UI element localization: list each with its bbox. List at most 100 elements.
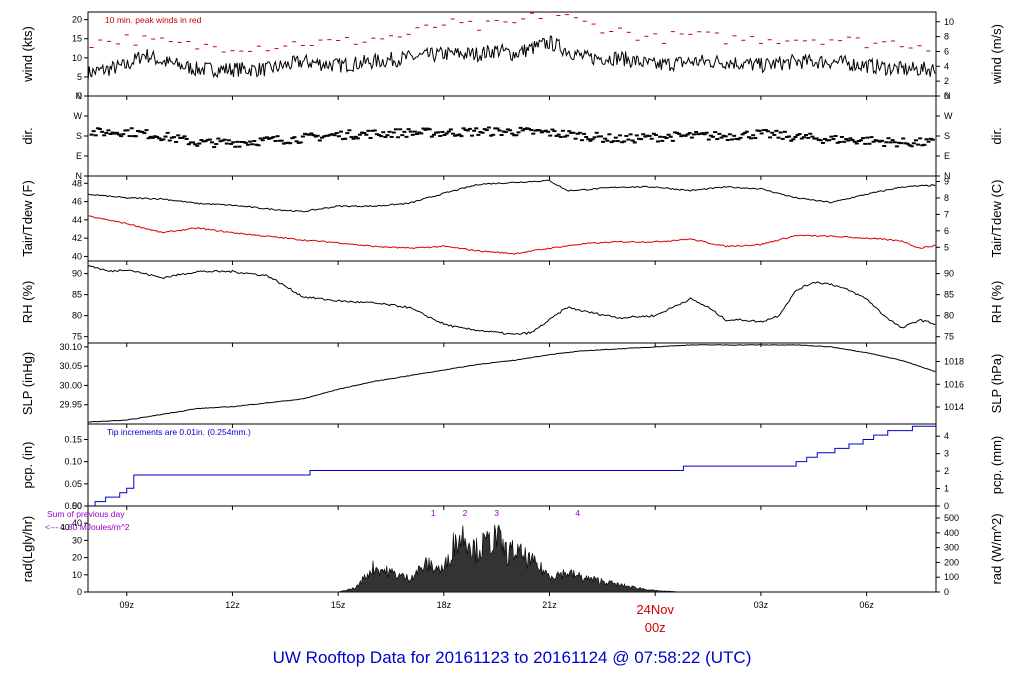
series-dir-0-point	[656, 140, 661, 143]
series-dir-0-point	[256, 144, 261, 147]
y2-tick-label: 500	[944, 513, 959, 523]
series-dir-0-point	[546, 130, 551, 133]
series-dir-0-point	[784, 136, 789, 139]
x-tick-label: 06z	[859, 600, 874, 610]
y-axis-label: wind (kts)	[20, 26, 35, 83]
series-dir-0-point	[873, 139, 878, 142]
series-dir-0-point	[448, 128, 453, 131]
series-dir-0-point	[776, 136, 781, 139]
series-dir-0-point	[402, 130, 407, 133]
series-dir-0-point	[169, 136, 174, 139]
series-dir-0-point	[180, 136, 185, 139]
series-dir-0-point	[157, 137, 162, 140]
series-dir-0-point	[123, 129, 128, 132]
series-dir-0-point	[628, 133, 633, 136]
series-dir-0-point	[176, 134, 181, 137]
series-dir-0-point	[681, 134, 686, 137]
series-dir-0-point	[231, 141, 236, 144]
series-dir-0-point	[672, 131, 677, 134]
series-dir-0-point	[351, 137, 356, 140]
series-dir-0-point	[161, 138, 166, 141]
y2-axis-label: rad (W/m^2)	[989, 513, 1004, 584]
series-dir-0-point	[713, 131, 718, 134]
series-dir-0-point	[890, 139, 895, 142]
series-dir-0-point	[620, 141, 625, 144]
y2-axis-label: pcp. (mm)	[989, 436, 1004, 495]
series-dir-0-point	[899, 142, 904, 145]
y2-axis-label: wind (m/s)	[989, 24, 1004, 85]
series-dir-0-point	[326, 134, 331, 137]
y2-axis-label: RH (%)	[989, 281, 1004, 324]
y-tick-label: N	[76, 171, 83, 181]
series-dir-0-point	[114, 131, 119, 134]
series-dir-0-point	[763, 129, 768, 132]
series-dir-0-point	[136, 129, 141, 132]
series-dir-0-point	[129, 127, 134, 130]
series-dir-0-point	[370, 129, 375, 132]
y-axis-label: RH (%)	[20, 281, 35, 324]
series-dir-0-point	[93, 134, 98, 137]
plot-frame	[87, 95, 937, 177]
series-dir-0-point	[596, 135, 601, 138]
series-dir-0-point	[835, 141, 840, 144]
series-dir-0-point	[436, 131, 441, 134]
series-dir-0-point	[260, 139, 265, 142]
y-tick-label: 10	[72, 53, 82, 63]
series-dir-0-point	[598, 135, 603, 138]
series-dir-0-point	[611, 140, 616, 143]
series-dir-0-point	[666, 133, 671, 136]
series-dir-0-point	[313, 135, 318, 138]
series-dir-0-point	[150, 136, 155, 139]
series-dir-0-point	[391, 131, 396, 134]
series-dir-0-point	[795, 134, 800, 137]
series-dir-0-point	[275, 135, 280, 138]
series-dir-0-point	[476, 133, 481, 136]
series-dir-0-point	[178, 136, 183, 139]
series-dir-0-point	[820, 141, 825, 144]
series-dir-0-point	[660, 139, 665, 142]
series-dir-0-point	[197, 142, 202, 145]
series-dir-0-point	[867, 142, 872, 145]
series-dir-0-point	[926, 140, 931, 143]
series-dir-0-point	[529, 128, 534, 131]
series-dir-0-point	[730, 138, 735, 141]
series-dir-0-point	[696, 133, 701, 136]
series-dir-0-point	[634, 134, 639, 137]
series-dir-0-point	[440, 130, 445, 133]
series-dir-0-point	[205, 138, 210, 141]
series-dir-0-point	[626, 138, 631, 141]
series-dir-0-point	[884, 141, 889, 144]
annotation-text: Tip increments are 0.01in. (0.254mm.)	[107, 427, 251, 437]
series-dir-0-point	[491, 133, 496, 136]
series-dir-0-point	[336, 135, 341, 138]
series-dir-0-point	[322, 135, 327, 138]
series-dir-0-point	[765, 130, 770, 133]
series-dir-0-point	[404, 135, 409, 138]
series-dir-0-point	[535, 129, 540, 132]
series-dir-0-point	[823, 137, 828, 140]
series-dir-0-point	[930, 138, 935, 141]
series-dir-0-point	[482, 128, 487, 131]
series-dir-0-point	[349, 136, 354, 139]
series-dir-0-point	[425, 127, 430, 130]
series-dir-0-point	[353, 135, 358, 138]
series-dir-0-point	[385, 134, 390, 137]
series-dir-0-point	[725, 139, 730, 142]
series-dir-0-point	[558, 135, 563, 138]
series-dir-0-point	[797, 133, 802, 136]
series-dir-0-point	[565, 134, 570, 137]
series-dir-0-point	[827, 139, 832, 142]
series-dir-0-point	[687, 132, 692, 135]
series-dir-0-point	[658, 135, 663, 138]
series-dir-0-point	[922, 143, 927, 146]
x-tick-label: 09z	[119, 600, 134, 610]
series-dir-0-point	[573, 137, 578, 140]
series-dir-0-point	[647, 134, 652, 137]
series-dir-0-point	[417, 131, 422, 134]
series-dir-0-point	[875, 139, 880, 142]
series-dir-0-point	[267, 137, 272, 140]
x-date-label: 24Nov	[636, 602, 674, 617]
series-dir-0-point	[165, 131, 170, 134]
series-dir-0-point	[207, 138, 212, 141]
series-dir-0-point	[235, 140, 240, 143]
